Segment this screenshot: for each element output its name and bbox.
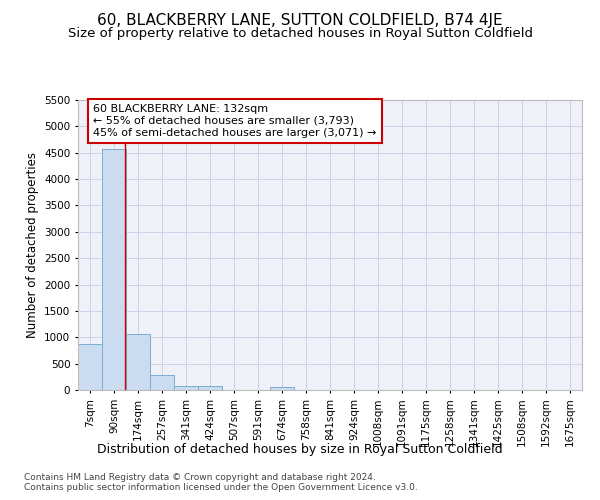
Bar: [198, 386, 222, 390]
Text: Size of property relative to detached houses in Royal Sutton Coldfield: Size of property relative to detached ho…: [67, 28, 533, 40]
Y-axis label: Number of detached properties: Number of detached properties: [26, 152, 38, 338]
Text: Contains public sector information licensed under the Open Government Licence v3: Contains public sector information licen…: [24, 484, 418, 492]
Bar: [270, 387, 294, 390]
Text: Contains HM Land Registry data © Crown copyright and database right 2024.: Contains HM Land Registry data © Crown c…: [24, 472, 376, 482]
Text: Distribution of detached houses by size in Royal Sutton Coldfield: Distribution of detached houses by size …: [97, 442, 503, 456]
Text: 60, BLACKBERRY LANE, SUTTON COLDFIELD, B74 4JE: 60, BLACKBERRY LANE, SUTTON COLDFIELD, B…: [97, 12, 503, 28]
Bar: [102, 149, 126, 390]
Bar: [174, 386, 198, 390]
Text: 60 BLACKBERRY LANE: 132sqm
← 55% of detached houses are smaller (3,793)
45% of s: 60 BLACKBERRY LANE: 132sqm ← 55% of deta…: [93, 104, 376, 138]
Bar: [150, 375, 174, 390]
Bar: [126, 334, 150, 390]
Bar: [78, 344, 102, 390]
